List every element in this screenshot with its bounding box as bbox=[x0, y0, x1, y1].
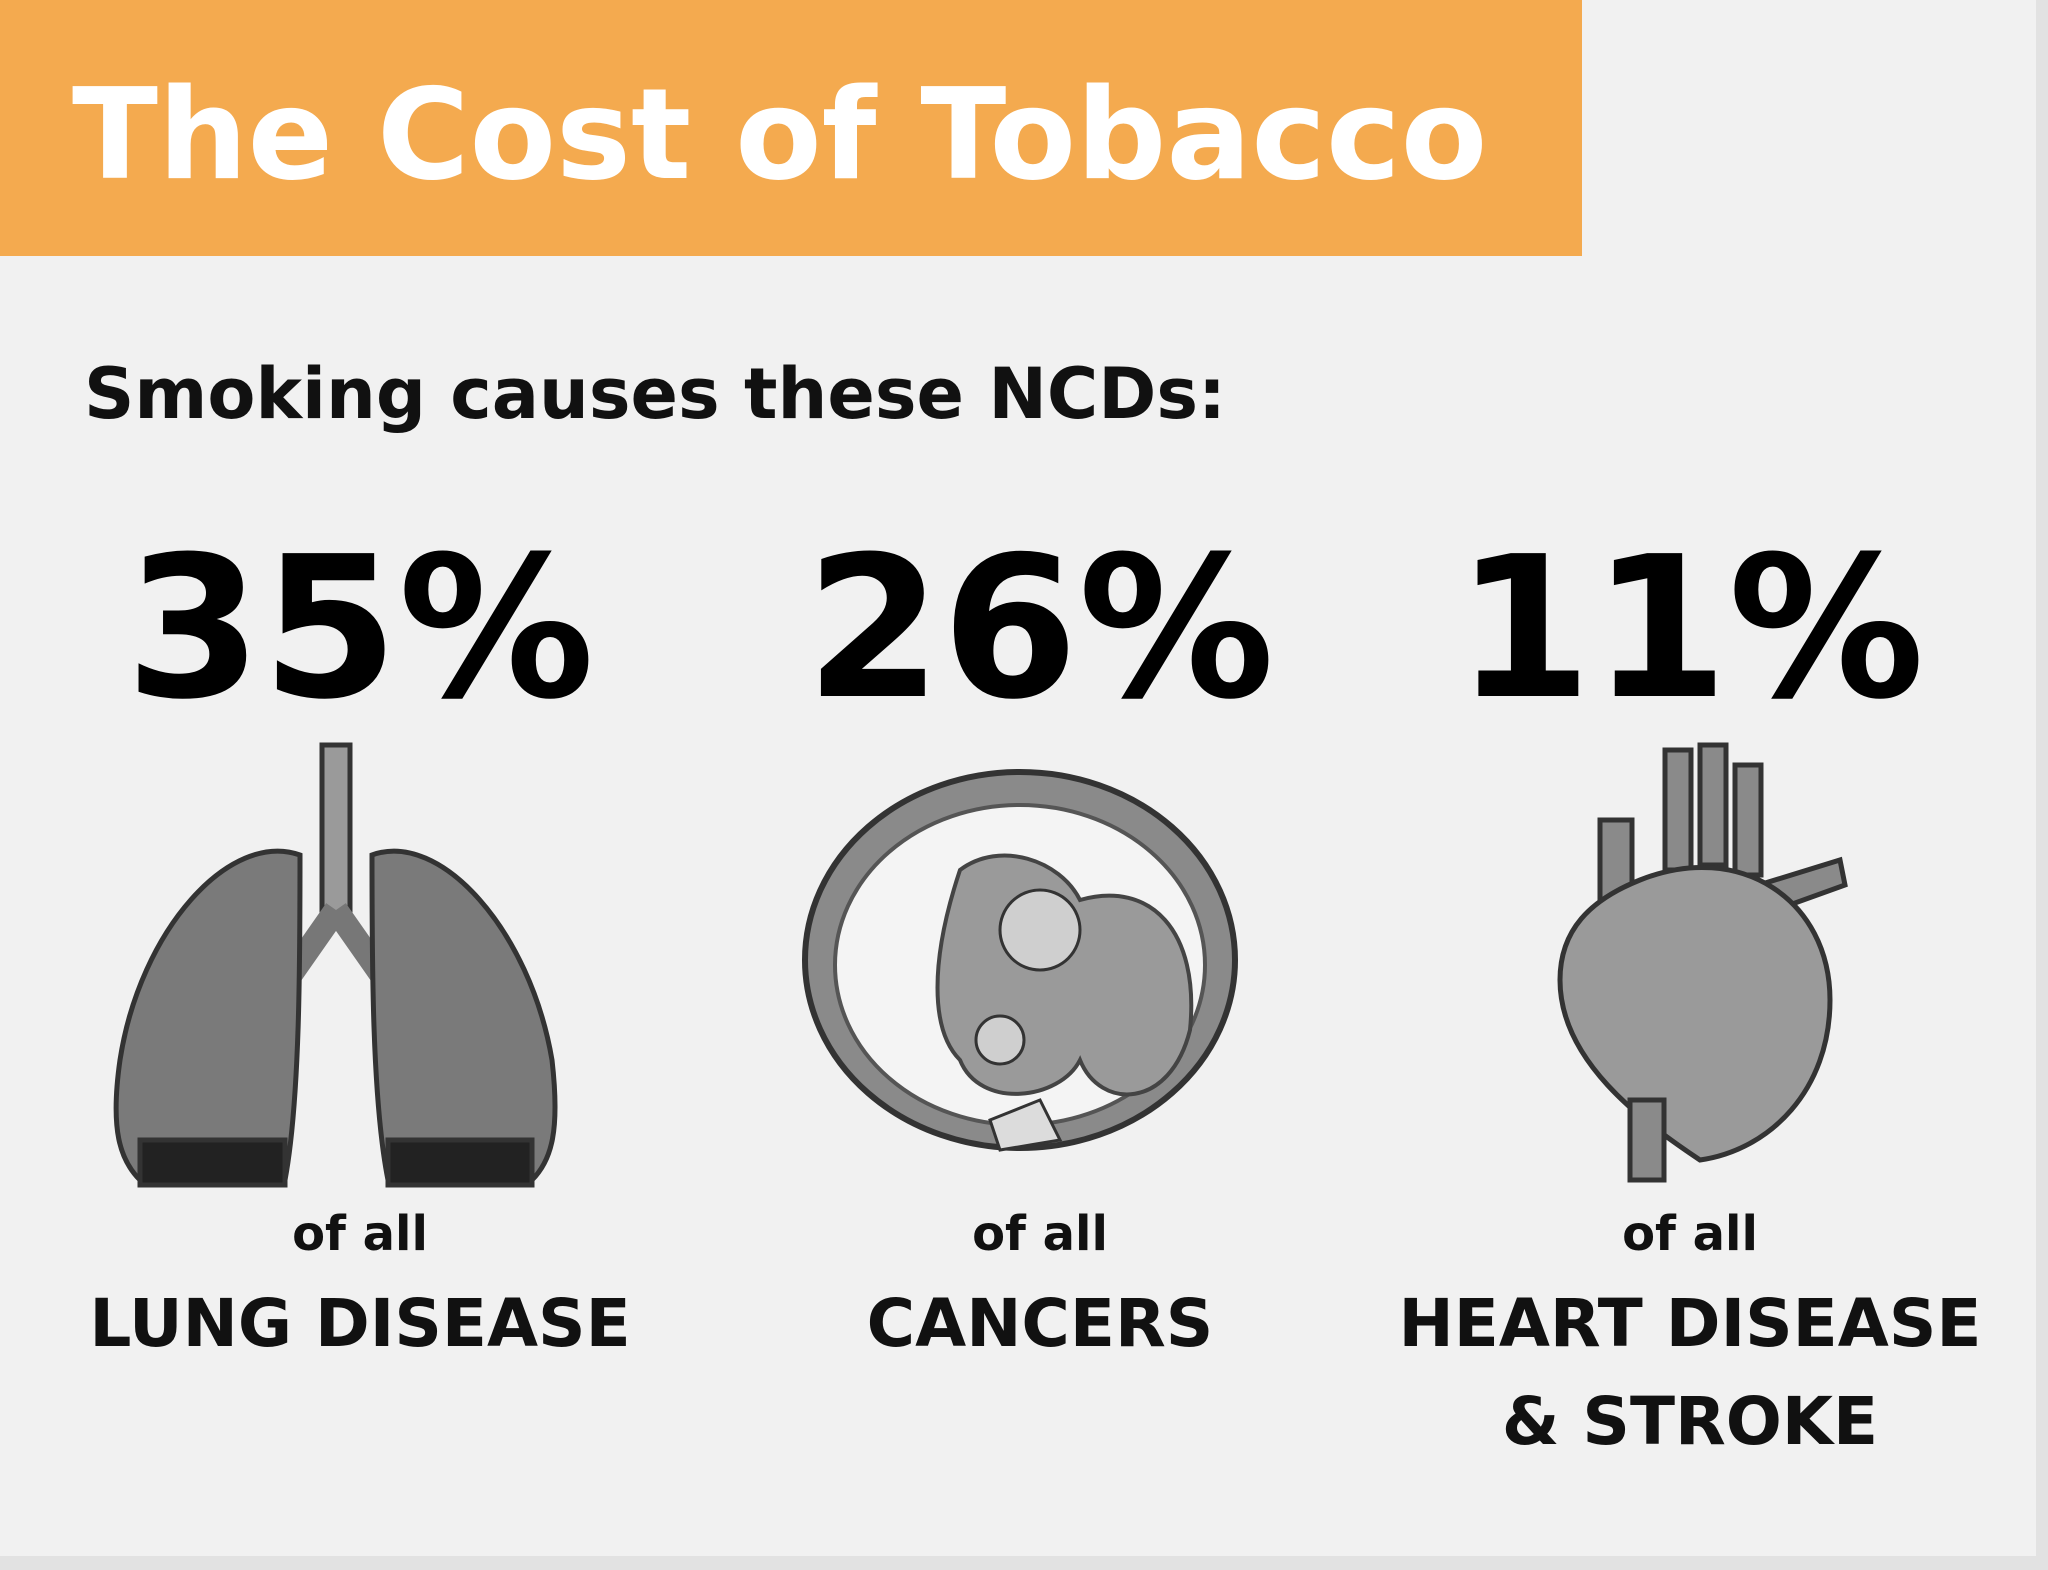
stat: 35% bbox=[125, 515, 594, 743]
stat: 26% bbox=[805, 515, 1274, 743]
ct-scan-illustration bbox=[802, 769, 1238, 1152]
label: CANCERS bbox=[867, 1285, 1214, 1362]
prefix: of all bbox=[292, 1206, 428, 1262]
lungs-illustration bbox=[113, 742, 558, 1188]
prefix: of all bbox=[1622, 1206, 1758, 1262]
prefix: of all bbox=[972, 1206, 1108, 1262]
title-banner bbox=[0, 0, 1582, 256]
label: HEART DISEASE bbox=[1399, 1285, 1982, 1362]
label: LUNG DISEASE bbox=[89, 1285, 630, 1362]
subtitle: Smoking causes these NCDs: bbox=[84, 353, 1226, 435]
heart-illustration bbox=[1557, 742, 1848, 1183]
edge bbox=[0, 1556, 2048, 1570]
edge bbox=[2036, 0, 2048, 1570]
title: The Cost of Tobacco bbox=[72, 61, 1487, 208]
stat: 11% bbox=[1455, 515, 1924, 743]
label: & STROKE bbox=[1502, 1383, 1878, 1460]
